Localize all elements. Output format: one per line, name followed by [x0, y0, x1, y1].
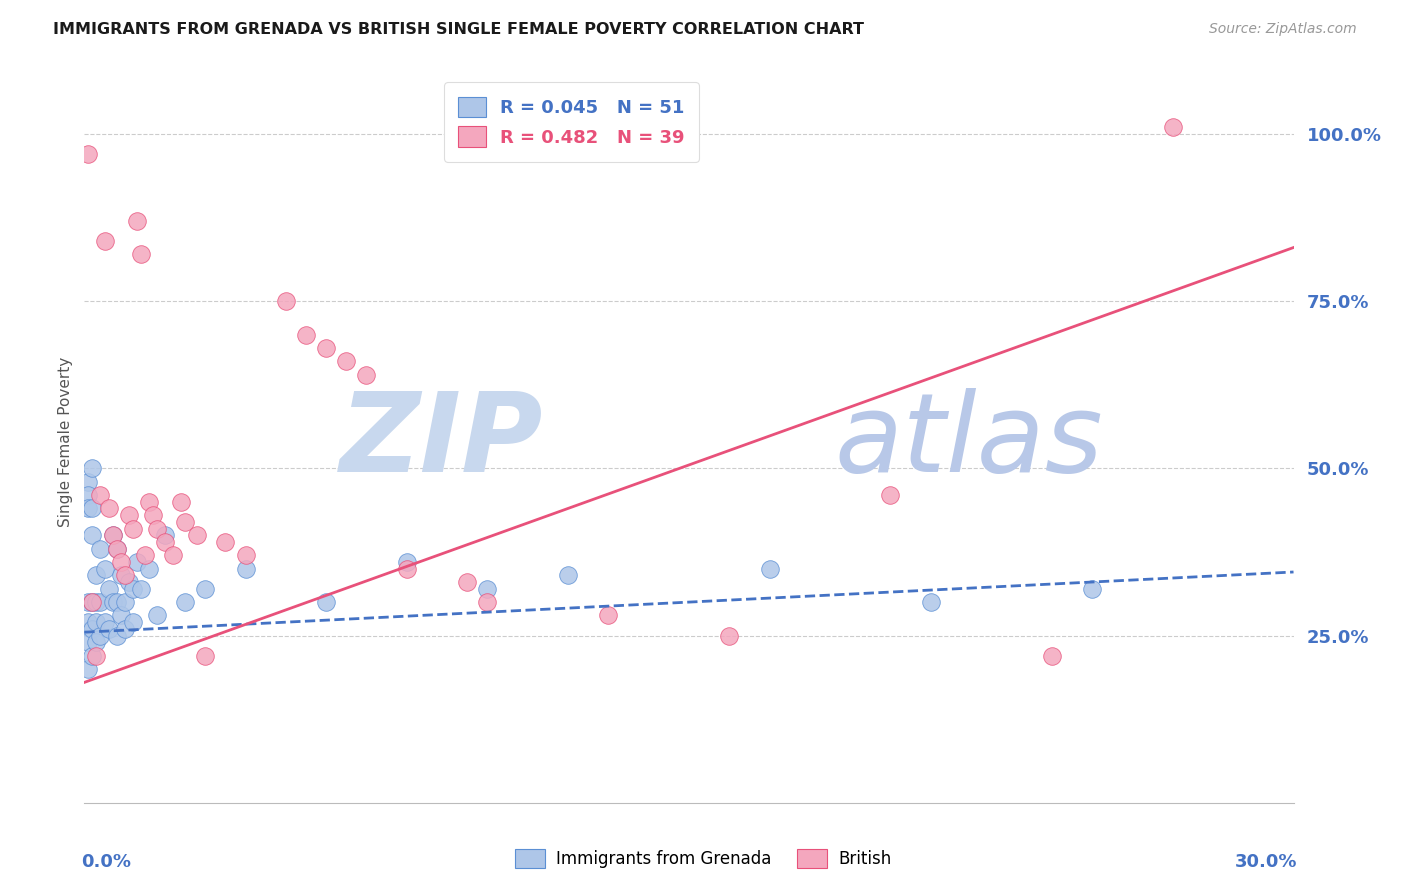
Point [105, 595, 128, 609]
Point [153, 528, 176, 542]
Point [174, 515, 197, 529]
Point [174, 595, 197, 609]
Point [93, 615, 115, 630]
Point [121, 615, 143, 630]
Point [129, 247, 152, 261]
Point [114, 595, 136, 609]
Point [598, 608, 620, 623]
Point [101, 528, 124, 542]
Point [110, 568, 132, 582]
Point [118, 508, 141, 523]
Point [718, 628, 741, 642]
Point [82, 622, 104, 636]
Point [557, 568, 579, 582]
Point [138, 562, 160, 576]
Point [77, 615, 100, 630]
Point [82, 595, 104, 609]
Point [356, 368, 378, 382]
Text: Source: ZipAtlas.com: Source: ZipAtlas.com [1209, 22, 1357, 37]
Point [86, 595, 108, 609]
Point [146, 608, 169, 623]
Point [315, 341, 337, 355]
Point [118, 575, 141, 590]
Point [477, 595, 499, 609]
Point [77, 488, 100, 502]
Point [138, 494, 160, 508]
Point [121, 521, 143, 535]
Point [114, 568, 136, 582]
Point [194, 582, 217, 596]
Point [101, 528, 124, 542]
Point [214, 534, 236, 549]
Point [101, 595, 124, 609]
Point [77, 635, 100, 649]
Point [146, 521, 169, 535]
Point [105, 541, 128, 556]
Point [162, 548, 184, 563]
Point [395, 562, 418, 576]
Y-axis label: Single Female Poverty: Single Female Poverty [58, 357, 73, 526]
Point [114, 622, 136, 636]
Point [93, 562, 115, 576]
Point [235, 562, 257, 576]
Point [456, 575, 478, 590]
Point [110, 608, 132, 623]
Text: IMMIGRANTS FROM GRENADA VS BRITISH SINGLE FEMALE POVERTY CORRELATION CHART: IMMIGRANTS FROM GRENADA VS BRITISH SINGL… [53, 22, 865, 37]
Point [125, 555, 148, 569]
Point [134, 548, 156, 563]
Point [1040, 648, 1063, 663]
Point [170, 494, 193, 508]
Legend: R = 0.045   N = 51, R = 0.482   N = 39: R = 0.045 N = 51, R = 0.482 N = 39 [444, 82, 699, 161]
Point [395, 555, 418, 569]
Point [110, 555, 132, 569]
Text: 0.0%: 0.0% [80, 854, 131, 871]
Text: atlas: atlas [834, 388, 1102, 495]
Point [105, 628, 128, 642]
Text: ZIP: ZIP [340, 388, 544, 495]
Point [97, 582, 120, 596]
Point [86, 635, 108, 649]
Point [82, 528, 104, 542]
Point [477, 582, 499, 596]
Point [920, 595, 942, 609]
Point [142, 508, 165, 523]
Point [77, 662, 100, 676]
Point [315, 595, 337, 609]
Text: 30.0%: 30.0% [1234, 854, 1298, 871]
Point [89, 595, 111, 609]
Point [89, 541, 111, 556]
Point [1161, 120, 1184, 135]
Point [295, 327, 318, 342]
Point [77, 147, 100, 161]
Point [105, 541, 128, 556]
Point [93, 234, 115, 248]
Point [82, 501, 104, 516]
Point [89, 488, 111, 502]
Point [153, 534, 176, 549]
Point [77, 501, 100, 516]
Point [89, 628, 111, 642]
Point [129, 582, 152, 596]
Point [77, 595, 100, 609]
Point [1081, 582, 1104, 596]
Point [82, 648, 104, 663]
Point [82, 595, 104, 609]
Point [125, 214, 148, 228]
Point [335, 354, 357, 368]
Point [86, 615, 108, 630]
Point [82, 461, 104, 475]
Point [77, 475, 100, 489]
Point [86, 568, 108, 582]
Point [758, 562, 780, 576]
Point [86, 648, 108, 663]
Point [186, 528, 208, 542]
Point [97, 622, 120, 636]
Point [97, 501, 120, 516]
Point [879, 488, 901, 502]
Point [194, 648, 217, 663]
Point [235, 548, 257, 563]
Point [274, 294, 297, 309]
Legend: Immigrants from Grenada, British: Immigrants from Grenada, British [506, 840, 900, 877]
Point [121, 582, 143, 596]
